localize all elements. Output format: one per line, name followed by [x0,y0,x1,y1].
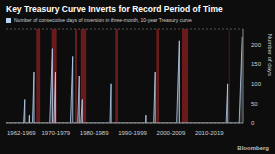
svg-text:50: 50 [251,101,258,107]
svg-text:200: 200 [251,42,262,48]
svg-text:1990-1999: 1990-1999 [118,130,147,136]
svg-text:2010-2019: 2010-2019 [195,130,224,136]
html-text:Key Treasury Curve Inverts for: Key Treasury Curve Inverts for Record Pe… [6,4,223,14]
svg-text:Number of days: Number of days [267,34,268,76]
svg-text:0: 0 [251,120,255,126]
svg-text:1970-1979: 1970-1979 [42,130,71,136]
svg-text:2000-2009: 2000-2009 [157,130,186,136]
svg-text:100: 100 [251,81,262,87]
svg-text:150: 150 [251,61,262,67]
html-text:Bloomberg: Bloomberg [237,145,269,151]
svg-text:1980-1989: 1980-1989 [80,130,109,136]
html-text:Number of consecutive days of: Number of consecutive days of inversion … [14,17,192,23]
svg-text:1962-1969: 1962-1969 [8,130,36,136]
